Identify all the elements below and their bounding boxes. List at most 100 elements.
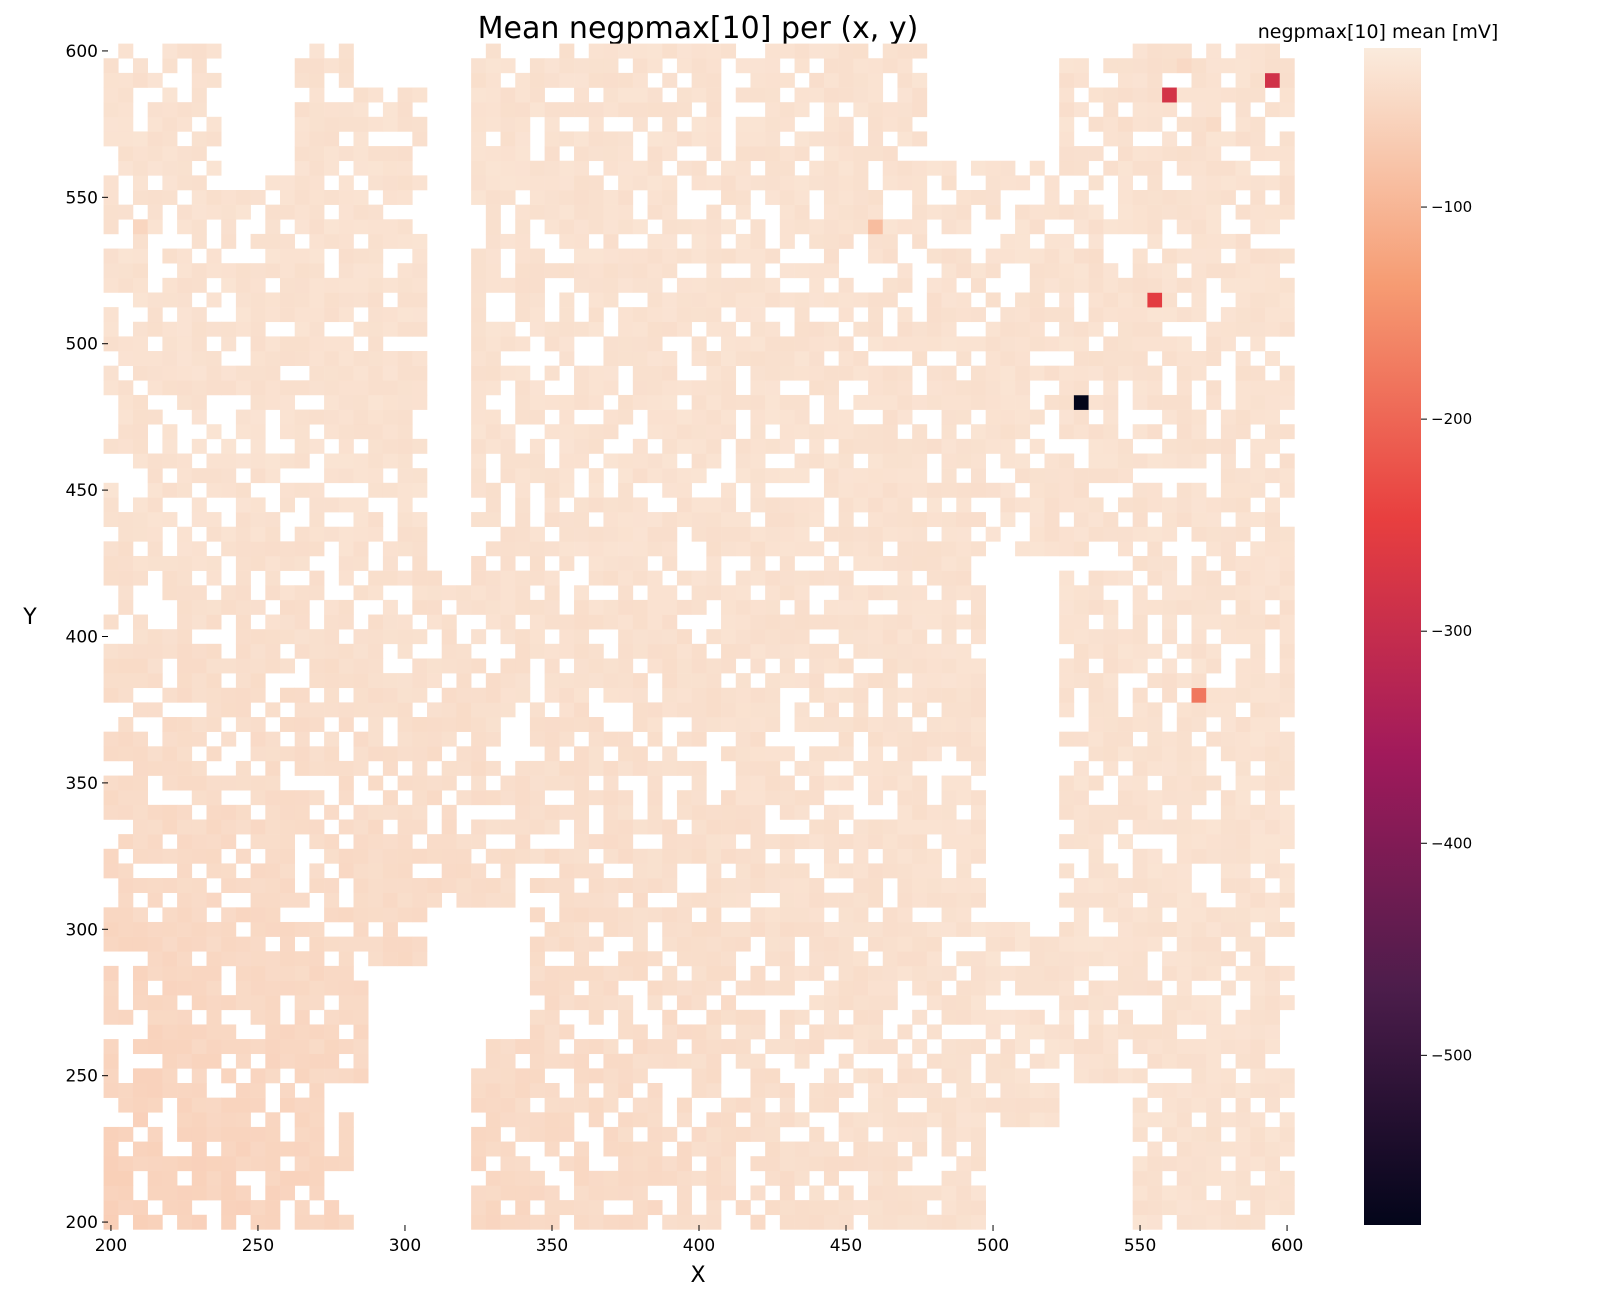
- heatmap-cell: [750, 116, 766, 132]
- heatmap-cell: [897, 1024, 913, 1040]
- heatmap-cell: [882, 512, 898, 528]
- heatmap-cell: [765, 936, 781, 952]
- heatmap-cell: [603, 58, 619, 74]
- heatmap-cell: [485, 878, 501, 893]
- heatmap-cell: [1088, 995, 1104, 1011]
- heatmap-cell: [912, 936, 928, 952]
- heatmap-cell: [970, 629, 986, 645]
- heatmap-cell: [1250, 643, 1266, 659]
- heatmap-cell: [750, 760, 766, 776]
- heatmap-cell: [647, 1200, 663, 1216]
- heatmap-cell: [529, 629, 545, 645]
- heatmap-cell: [147, 190, 163, 205]
- heatmap-cell: [1073, 526, 1089, 542]
- heatmap-cell: [1044, 365, 1060, 381]
- heatmap-cell: [706, 980, 722, 996]
- heatmap-cell: [338, 526, 354, 542]
- heatmap-cell: [265, 746, 281, 762]
- heatmap-cell: [809, 790, 825, 806]
- heatmap-cell: [603, 599, 619, 615]
- heatmap-cell: [632, 1112, 648, 1128]
- heatmap-cell: [1250, 907, 1266, 923]
- heatmap-cell: [515, 775, 531, 791]
- heatmap-cell: [912, 468, 928, 484]
- heatmap-cell: [1044, 526, 1060, 542]
- heatmap-cell: [559, 438, 575, 454]
- heatmap-cell: [956, 248, 972, 264]
- heatmap-cell: [280, 687, 296, 703]
- heatmap-cell: [956, 219, 972, 235]
- heatmap-cell: [1162, 1112, 1178, 1128]
- heatmap-cell: [691, 409, 707, 425]
- heatmap-cell: [1015, 1112, 1031, 1128]
- heatmap-cell: [1015, 321, 1031, 337]
- heatmap-cell: [1162, 351, 1178, 366]
- heatmap-cell: [353, 512, 369, 528]
- heatmap-cell: [265, 643, 281, 659]
- heatmap-cell: [1235, 43, 1251, 59]
- heatmap-cell: [191, 190, 207, 205]
- heatmap-cell: [765, 585, 781, 601]
- heatmap-cell: [309, 1156, 325, 1172]
- heatmap-cell: [897, 263, 913, 279]
- heatmap-cell: [765, 43, 781, 59]
- heatmap-cell: [1220, 497, 1236, 513]
- heatmap-cell: [294, 804, 310, 820]
- heatmap-cell: [177, 1126, 193, 1142]
- heatmap-cell: [647, 863, 663, 879]
- heatmap-cell: [1044, 1112, 1060, 1128]
- heatmap-cell: [882, 980, 898, 996]
- heatmap-cell: [691, 892, 707, 908]
- heatmap-cell: [882, 731, 898, 747]
- heatmap-cell: [206, 848, 222, 864]
- heatmap-cell: [1132, 43, 1148, 59]
- heatmap-cell: [662, 351, 678, 366]
- heatmap-cell: [338, 497, 354, 513]
- heatmap-cell: [309, 190, 325, 205]
- heatmap-cell: [235, 951, 251, 967]
- heatmap-cell: [823, 951, 839, 967]
- heatmap-cell: [1191, 160, 1207, 176]
- heatmap-cell: [779, 438, 795, 454]
- heatmap-cell: [1191, 1214, 1207, 1230]
- heatmap-cell: [1265, 555, 1281, 571]
- heatmap-cell: [1088, 980, 1104, 996]
- heatmap-cell: [882, 643, 898, 659]
- heatmap-cell: [206, 819, 222, 835]
- heatmap-cell: [912, 233, 928, 249]
- heatmap-cell: [103, 512, 119, 528]
- heatmap-cell: [1132, 1185, 1148, 1201]
- heatmap-cell: [1132, 658, 1148, 674]
- heatmap-cell: [912, 731, 928, 747]
- heatmap-cell: [676, 907, 692, 923]
- heatmap-cell: [397, 878, 413, 893]
- heatmap-cell: [250, 526, 266, 542]
- heatmap-cell: [1059, 146, 1075, 162]
- heatmap-cell: [529, 702, 545, 718]
- heatmap-cell: [1059, 541, 1075, 557]
- heatmap-cell: [191, 1214, 207, 1230]
- heatmap-cell: [485, 321, 501, 337]
- heatmap-cell: [1176, 863, 1192, 879]
- heatmap-cell: [235, 541, 251, 557]
- heatmap-cell: [970, 921, 986, 937]
- heatmap-cell: [1235, 1024, 1251, 1040]
- heatmap-cell: [676, 760, 692, 776]
- heatmap-cell: [1147, 921, 1163, 937]
- heatmap-cell: [1235, 673, 1251, 689]
- heatmap-cell: [823, 43, 839, 59]
- heatmap-cell: [529, 394, 545, 410]
- heatmap-cell: [868, 541, 884, 557]
- heatmap-cell: [706, 1083, 722, 1098]
- heatmap-cell: [382, 673, 398, 689]
- heatmap-cell: [1147, 204, 1163, 220]
- heatmap-cell: [779, 365, 795, 381]
- heatmap-cell: [765, 1141, 781, 1157]
- heatmap-cell: [897, 336, 913, 352]
- heatmap-cell: [456, 892, 472, 908]
- heatmap-cell: [941, 1112, 957, 1128]
- heatmap-cell: [1220, 1170, 1236, 1186]
- heatmap-cell: [1220, 1141, 1236, 1157]
- y-tick-label: 200: [66, 1213, 98, 1233]
